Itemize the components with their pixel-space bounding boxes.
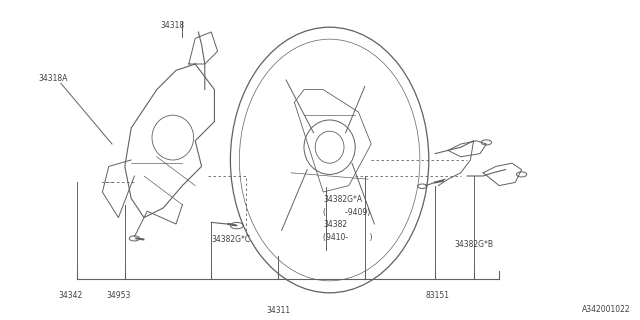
Text: 34382G*A
(        -9409)
34382
(9410-         ): 34382G*A ( -9409) 34382 (9410- ) <box>323 195 372 242</box>
Text: 34318: 34318 <box>161 21 185 30</box>
Text: 34318A: 34318A <box>38 74 68 83</box>
Text: 34342: 34342 <box>58 291 83 300</box>
Text: 34382G*B: 34382G*B <box>454 240 493 249</box>
Text: 34311: 34311 <box>266 306 291 315</box>
Text: 34382G*C: 34382G*C <box>211 235 250 244</box>
Text: A342001022: A342001022 <box>582 305 630 314</box>
Text: 83151: 83151 <box>425 291 449 300</box>
Text: 34953: 34953 <box>106 291 131 300</box>
